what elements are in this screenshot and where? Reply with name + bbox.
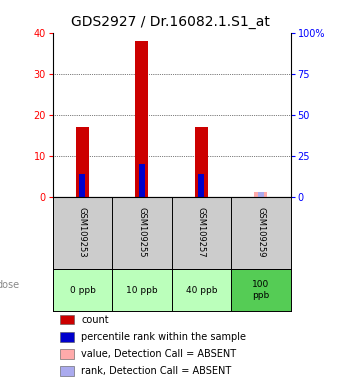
Text: GSM109259: GSM109259 — [256, 207, 266, 258]
Text: 0 ppb: 0 ppb — [69, 285, 96, 295]
Text: count: count — [81, 314, 109, 324]
Bar — [76, 127, 89, 197]
Text: rank, Detection Call = ABSENT: rank, Detection Call = ABSENT — [81, 366, 232, 376]
Bar — [53, 269, 112, 311]
Bar — [139, 164, 145, 197]
Bar — [199, 174, 204, 197]
Bar — [254, 192, 268, 197]
Bar — [80, 174, 85, 197]
Bar — [172, 269, 231, 311]
Bar — [195, 127, 208, 197]
Bar — [60, 349, 74, 359]
Bar — [231, 269, 291, 311]
Text: GSM109257: GSM109257 — [197, 207, 206, 258]
Text: GSM109255: GSM109255 — [137, 207, 147, 258]
Text: 10 ppb: 10 ppb — [126, 285, 158, 295]
Bar — [112, 269, 172, 311]
Text: 40 ppb: 40 ppb — [186, 285, 217, 295]
Bar — [135, 41, 149, 197]
Text: 100
ppb: 100 ppb — [252, 280, 270, 300]
Bar — [60, 315, 74, 324]
Bar — [258, 192, 264, 197]
Bar — [60, 366, 74, 376]
Text: dose: dose — [0, 280, 19, 290]
Bar — [60, 332, 74, 342]
Text: GDS2927 / Dr.16082.1.S1_at: GDS2927 / Dr.16082.1.S1_at — [71, 15, 269, 29]
Text: GSM109253: GSM109253 — [78, 207, 87, 258]
Text: percentile rank within the sample: percentile rank within the sample — [81, 332, 246, 342]
Text: value, Detection Call = ABSENT: value, Detection Call = ABSENT — [81, 349, 236, 359]
